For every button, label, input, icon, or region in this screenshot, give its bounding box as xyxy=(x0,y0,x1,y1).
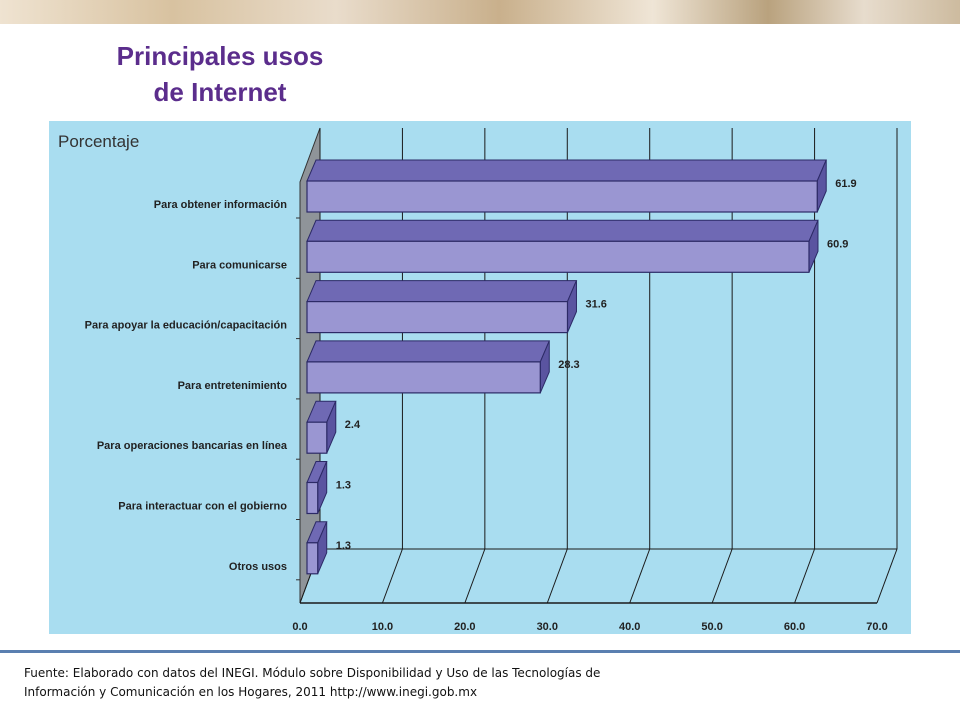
x-tick-label: 70.0 xyxy=(866,621,887,633)
y-axis-title: Porcentaje xyxy=(58,132,139,151)
slide-title-line1: Principales usos xyxy=(116,41,324,71)
source-footnote-line1: Fuente: Elaborado con datos del INEGI. M… xyxy=(24,666,601,680)
top-banner xyxy=(0,0,960,24)
footer-divider xyxy=(0,650,960,653)
floor-gridline xyxy=(381,548,403,604)
bar-value-label: 60.9 xyxy=(827,238,848,250)
category-label: Para apoyar la educación/capacitación xyxy=(85,320,288,332)
floor-gridline xyxy=(876,548,898,604)
category-label: Para interactuar con el gobierno xyxy=(118,501,287,513)
x-tick-label: 40.0 xyxy=(619,621,640,633)
category-label: Para operaciones bancarias en línea xyxy=(97,440,288,452)
bar xyxy=(306,240,810,273)
bar xyxy=(306,542,319,575)
category-label: Para entretenimiento xyxy=(178,380,288,392)
bar-top-face xyxy=(306,280,578,303)
bar xyxy=(306,180,818,213)
bar-value-label: 61.9 xyxy=(835,178,856,190)
bar-value-label: 1.3 xyxy=(336,540,351,552)
x-tick-label: 10.0 xyxy=(372,621,393,633)
bar-value-label: 1.3 xyxy=(336,480,351,492)
category-label: Para comunicarse xyxy=(192,259,287,271)
x-tick-label: 20.0 xyxy=(454,621,475,633)
floor-gridline xyxy=(546,548,568,604)
x-tick-label: 50.0 xyxy=(701,621,722,633)
x-tick-label: 60.0 xyxy=(784,621,805,633)
x-tick-label: 30.0 xyxy=(537,621,558,633)
floor-gridline xyxy=(711,548,733,604)
bar xyxy=(306,481,319,515)
slide-title-line2: de Internet xyxy=(153,77,287,107)
bar-top-face xyxy=(306,340,551,363)
bar-chart-panel: 0.0 10.0 20.0 30.0 40.0 50.0 60.0 70.0 Porcentaj… xyxy=(49,121,911,634)
floor-gridline xyxy=(464,548,486,604)
slide-title: Principales usos de Internet xyxy=(60,38,380,110)
bar xyxy=(306,301,569,334)
category-label: Otros usos xyxy=(229,561,287,573)
x-tick-label: 0.0 xyxy=(292,621,307,633)
source-footnote-line2: Información y Comunicación en los Hogare… xyxy=(24,685,478,699)
bar-chart: 0.0 10.0 20.0 30.0 40.0 50.0 60.0 70.0 Porcentaj… xyxy=(58,127,898,633)
source-footnote: Fuente: Elaborado con datos del INEGI. M… xyxy=(24,664,924,702)
floor-gridline xyxy=(629,548,651,604)
floor-gridline xyxy=(794,548,816,604)
bar-value-label: 2.4 xyxy=(345,419,361,431)
bar-top-face xyxy=(306,219,819,242)
bar-value-label: 31.6 xyxy=(585,299,606,311)
category-label: Para obtener información xyxy=(154,199,288,211)
bar xyxy=(306,421,328,454)
bar xyxy=(306,361,541,394)
bar-value-label: 28.3 xyxy=(558,359,579,371)
bar-top-face xyxy=(306,159,827,182)
